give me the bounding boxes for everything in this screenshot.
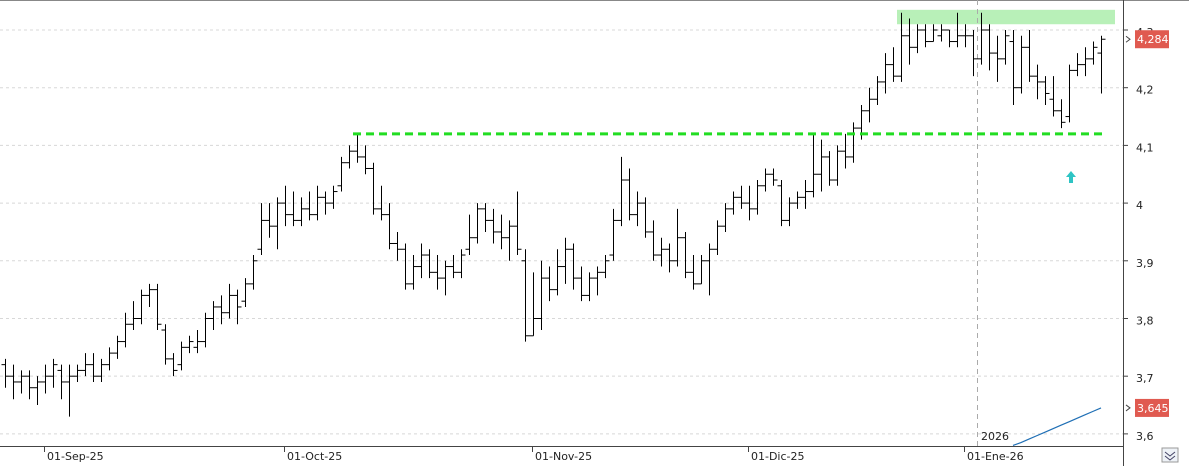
y-tick-label: 3,8 (1136, 314, 1154, 327)
price-pointer (1125, 404, 1131, 412)
signal-arrow (1066, 171, 1076, 183)
y-tick-label: 4,1 (1136, 141, 1154, 154)
price-pointer (1125, 35, 1131, 43)
year-label: 2026 (981, 430, 1009, 443)
y-tick-label: 4 (1136, 199, 1143, 212)
y-tick-label: 3,9 (1136, 257, 1154, 270)
indicator-line (1012, 407, 1102, 446)
x-tick-label: 01-Nov-25 (535, 450, 592, 463)
corner-icon (1164, 451, 1176, 461)
x-tick-label: 01-Sep-25 (47, 450, 104, 463)
x-tick-label: 01-Oct-25 (287, 450, 342, 463)
price-label-box (1135, 398, 1169, 417)
price-label-box (1135, 30, 1169, 49)
price-label: 4,284 (1137, 33, 1169, 46)
y-tick-label: 3,7 (1136, 372, 1154, 385)
corner-button[interactable] (1161, 447, 1179, 463)
price-label: 3,645 (1137, 402, 1169, 415)
x-tick-label: 01-Ene-26 (967, 450, 1024, 463)
plot-area (0, 0, 1123, 446)
resistance-zone (897, 9, 1115, 25)
x-tick-label: 01-Dic-25 (751, 450, 805, 463)
y-tick-label: 3,6 (1136, 430, 1154, 443)
y-tick-label: 4,2 (1136, 84, 1154, 97)
